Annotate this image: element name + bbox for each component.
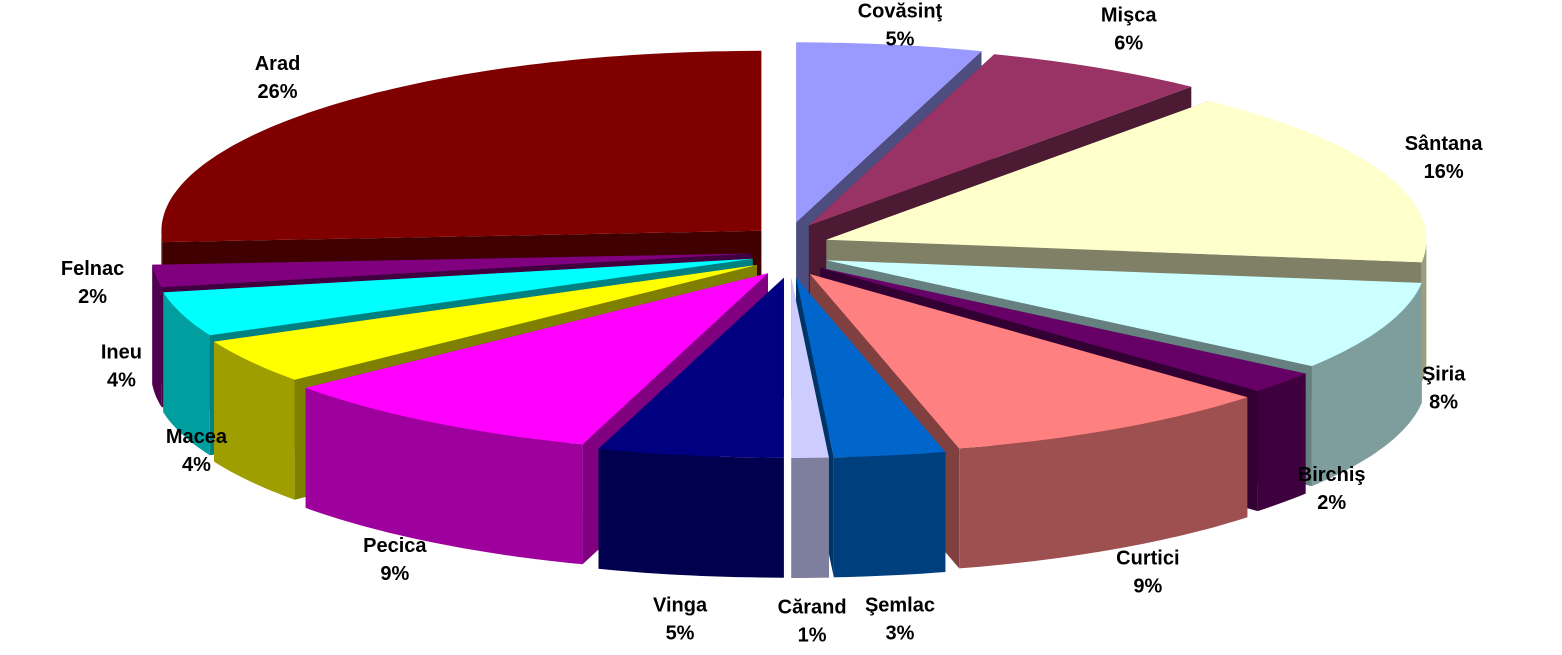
slice-top bbox=[826, 101, 1427, 263]
slice-value-label: 5% bbox=[666, 623, 695, 645]
slice-label: Ineu bbox=[101, 342, 142, 364]
slice-top bbox=[826, 260, 1422, 367]
slice-label: Vinga bbox=[653, 595, 708, 617]
slice-top bbox=[305, 273, 768, 445]
slice-side bbox=[959, 397, 1248, 569]
slice-top bbox=[796, 42, 982, 223]
slice-side bbox=[1257, 373, 1306, 512]
slice bbox=[598, 277, 784, 578]
slice-label: Pecica bbox=[363, 535, 427, 557]
slice-top bbox=[810, 274, 1248, 449]
slice-top bbox=[808, 54, 1192, 226]
slice-label: Curtici bbox=[1116, 547, 1179, 569]
slice-value-label: 4% bbox=[107, 370, 136, 392]
slice-side bbox=[305, 387, 583, 565]
slice-value-label: 6% bbox=[1114, 33, 1143, 55]
slice-side bbox=[598, 448, 784, 578]
slice-label: Mişca bbox=[1101, 5, 1157, 27]
slice-top bbox=[163, 258, 753, 336]
slice-label: Sântana bbox=[1405, 133, 1484, 155]
slice-top bbox=[161, 50, 762, 243]
slice-top bbox=[598, 277, 784, 458]
slice-value-label: 2% bbox=[1317, 492, 1346, 514]
slice-side bbox=[791, 457, 829, 578]
slice-side bbox=[152, 264, 162, 408]
slice-side bbox=[833, 452, 946, 578]
slice-value-label: 8% bbox=[1429, 392, 1458, 414]
slice-top bbox=[214, 265, 757, 380]
slice-label: Covăsinţ bbox=[858, 0, 943, 22]
slice-side bbox=[163, 292, 210, 456]
slice bbox=[791, 278, 829, 578]
slice-value-label: 26% bbox=[258, 81, 298, 103]
slice-label: Macea bbox=[166, 426, 228, 448]
slice-value-label: 5% bbox=[886, 28, 915, 50]
slice-label: Arad bbox=[255, 53, 301, 75]
slice-value-label: 3% bbox=[886, 623, 915, 645]
slice-label: Felnac bbox=[61, 258, 124, 280]
slice-top bbox=[791, 278, 829, 458]
slice-top bbox=[152, 253, 752, 288]
slice-top bbox=[820, 267, 1306, 392]
slice-side bbox=[214, 341, 295, 500]
slice-value-label: 1% bbox=[798, 624, 827, 646]
slice-value-label: 16% bbox=[1424, 161, 1464, 183]
slice-top bbox=[796, 277, 946, 458]
slice-side bbox=[1311, 282, 1422, 487]
slice-side bbox=[1421, 239, 1427, 383]
slice-label: Şiria bbox=[1422, 364, 1466, 386]
slice-label: Şemlac bbox=[865, 595, 935, 617]
slice-value-label: 4% bbox=[182, 454, 211, 476]
slice-label: Cărand bbox=[778, 596, 847, 618]
slice-value-label: 9% bbox=[380, 563, 409, 585]
slice-value-label: 2% bbox=[78, 286, 107, 308]
slice-value-label: 9% bbox=[1133, 575, 1162, 597]
slice-label: Birchiş bbox=[1298, 464, 1366, 486]
